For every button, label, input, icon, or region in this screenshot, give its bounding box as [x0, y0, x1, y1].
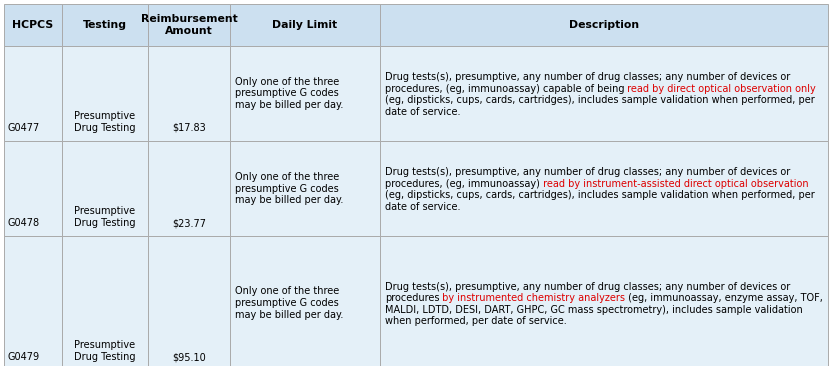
- Text: Presumptive
Drug Testing: Presumptive Drug Testing: [74, 111, 136, 133]
- Bar: [230, 141, 380, 236]
- Text: when performed, per date of service.: when performed, per date of service.: [385, 316, 566, 326]
- Text: (eg, immunoassay, enzyme assay, TOF,: (eg, immunoassay, enzyme assay, TOF,: [626, 293, 823, 303]
- Bar: [148, 236, 230, 366]
- Text: Description: Description: [569, 20, 639, 30]
- Text: procedures, (eg, immunoassay) capable of being: procedures, (eg, immunoassay) capable of…: [385, 84, 625, 94]
- Text: Only one of the three
presumptive G codes
may be billed per day.: Only one of the three presumptive G code…: [235, 77, 343, 110]
- Bar: [380, 4, 828, 46]
- Text: Drug tests(s), presumptive, any number of drug classes; any number of devices or: Drug tests(s), presumptive, any number o…: [385, 282, 791, 292]
- Text: Daily Limit: Daily Limit: [272, 20, 337, 30]
- Bar: [148, 46, 230, 141]
- Text: date of service.: date of service.: [385, 107, 461, 117]
- Text: G0478: G0478: [8, 218, 40, 228]
- Bar: [230, 236, 380, 366]
- Text: (eg, dipsticks, cups, cards, cartridges), includes sample validation when perfor: (eg, dipsticks, cups, cards, cartridges)…: [385, 190, 815, 200]
- Text: read by direct optical observation only: read by direct optical observation only: [625, 84, 816, 94]
- Text: Presumptive
Drug Testing: Presumptive Drug Testing: [74, 206, 136, 228]
- Text: G0479: G0479: [8, 352, 40, 362]
- Bar: [4, 236, 62, 366]
- Text: by instrumented chemistry analyzers: by instrumented chemistry analyzers: [440, 293, 626, 303]
- Bar: [4, 4, 62, 46]
- Text: procedures: procedures: [385, 293, 440, 303]
- Bar: [62, 46, 148, 141]
- Bar: [380, 46, 828, 141]
- Text: date of service.: date of service.: [385, 202, 461, 212]
- Text: G0477: G0477: [8, 123, 40, 133]
- Text: (eg, dipsticks, cups, cards, cartridges), includes sample validation when perfor: (eg, dipsticks, cups, cards, cartridges)…: [385, 95, 815, 105]
- Text: $23.77: $23.77: [172, 218, 206, 228]
- Bar: [380, 141, 828, 236]
- Text: Drug tests(s), presumptive, any number of drug classes; any number of devices or: Drug tests(s), presumptive, any number o…: [385, 167, 791, 177]
- Text: procedures, (eg, immunoassay): procedures, (eg, immunoassay): [385, 179, 540, 189]
- Bar: [4, 141, 62, 236]
- Bar: [230, 4, 380, 46]
- Text: $95.10: $95.10: [172, 352, 206, 362]
- Bar: [148, 4, 230, 46]
- Text: $17.83: $17.83: [172, 123, 206, 133]
- Text: read by instrument-assisted direct optical observation: read by instrument-assisted direct optic…: [540, 179, 809, 189]
- Text: MALDI, LDTD, DESI, DART, GHPC, GC mass spectrometry), includes sample validation: MALDI, LDTD, DESI, DART, GHPC, GC mass s…: [385, 305, 803, 315]
- Text: HCPCS: HCPCS: [12, 20, 53, 30]
- Text: Presumptive
Drug Testing: Presumptive Drug Testing: [74, 340, 136, 362]
- Bar: [230, 46, 380, 141]
- Bar: [62, 141, 148, 236]
- Text: Drug tests(s), presumptive, any number of drug classes; any number of devices or: Drug tests(s), presumptive, any number o…: [385, 72, 791, 82]
- Bar: [380, 236, 828, 366]
- Bar: [62, 236, 148, 366]
- Bar: [4, 46, 62, 141]
- Text: Reimbursement
Amount: Reimbursement Amount: [141, 14, 237, 36]
- Bar: [62, 4, 148, 46]
- Bar: [148, 141, 230, 236]
- Text: Testing: Testing: [83, 20, 127, 30]
- Text: Only one of the three
presumptive G codes
may be billed per day.: Only one of the three presumptive G code…: [235, 287, 343, 320]
- Text: Only one of the three
presumptive G codes
may be billed per day.: Only one of the three presumptive G code…: [235, 172, 343, 205]
